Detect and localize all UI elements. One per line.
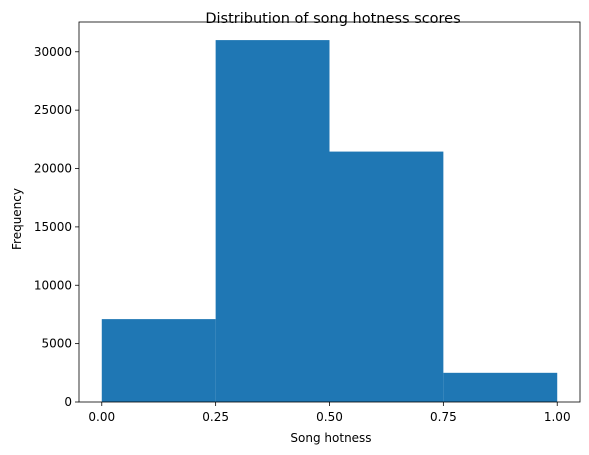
- x-axis-label: Song hotness: [290, 431, 371, 445]
- histogram-bar-1: [215, 40, 330, 402]
- x-axis-ticks: 0.00 0.25 0.50 0.75 1.00: [88, 402, 571, 424]
- y-tick-label: 15000: [34, 220, 72, 234]
- histogram-bar-3: [443, 372, 558, 402]
- chart-title: Distribution of song hotness scores: [205, 11, 460, 27]
- y-tick-label: 10000: [34, 278, 72, 292]
- y-tick-label: 20000: [34, 162, 72, 176]
- histogram-bar-2: [329, 151, 444, 402]
- y-tick-label: 0: [64, 395, 72, 409]
- x-tick-label: 0.75: [430, 410, 457, 424]
- x-tick-label: 0.00: [88, 410, 115, 424]
- y-tick-label: 5000: [41, 337, 72, 351]
- y-axis-label: Frequency: [10, 188, 24, 250]
- x-tick-label: 1.00: [544, 410, 571, 424]
- x-tick-label: 0.25: [202, 410, 229, 424]
- x-tick-label: 0.50: [316, 410, 343, 424]
- y-tick-label: 25000: [34, 103, 72, 117]
- y-axis-ticks: 0 5000 10000 15000 20000 25000 30000: [34, 45, 79, 409]
- y-tick-label: 30000: [34, 45, 72, 59]
- bars-group: [101, 40, 558, 402]
- histogram-bar-0: [101, 319, 216, 402]
